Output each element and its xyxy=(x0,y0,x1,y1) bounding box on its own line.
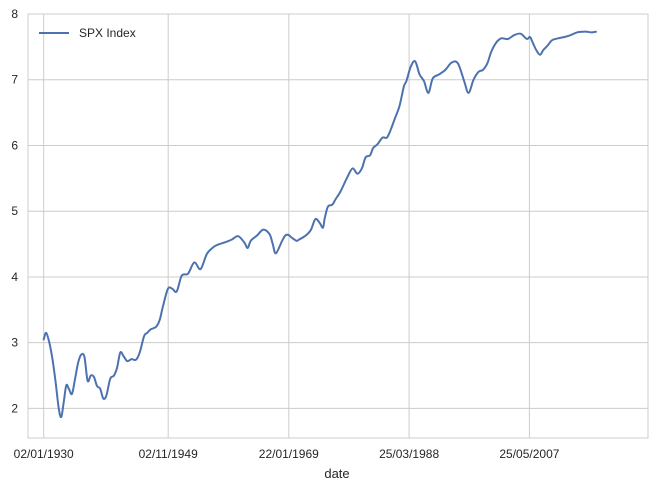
legend-label: SPX Index xyxy=(79,26,136,40)
y-tick-label: 6 xyxy=(11,138,18,152)
x-tick-label: 02/01/1930 xyxy=(14,447,74,461)
y-tick-label: 2 xyxy=(11,401,18,415)
plot-frame xyxy=(27,13,649,439)
series-line-spx-index xyxy=(42,30,597,419)
x-tick-label: 22/01/1969 xyxy=(259,447,319,461)
x-tick-labels: 02/01/1930 02/11/1949 22/01/1969 25/03/1988… xyxy=(14,447,560,461)
x-axis-label: date xyxy=(324,466,349,481)
x-gridlines xyxy=(43,14,530,438)
y-tick-label: 4 xyxy=(11,270,18,284)
y-tick-label: 3 xyxy=(11,336,18,350)
y-tick-label: 5 xyxy=(11,204,18,218)
y-gridlines xyxy=(28,13,648,409)
y-tick-label: 7 xyxy=(11,73,18,87)
x-tick-label: 25/03/1988 xyxy=(379,447,439,461)
y-tick-label: 8 xyxy=(11,7,18,21)
x-tick-label: 25/05/2007 xyxy=(499,447,559,461)
legend: SPX Index xyxy=(39,26,136,40)
x-tick-label: 02/11/1949 xyxy=(139,447,198,461)
y-tick-labels: 2 3 4 5 6 7 8 xyxy=(11,7,18,415)
series-layer xyxy=(42,30,597,419)
